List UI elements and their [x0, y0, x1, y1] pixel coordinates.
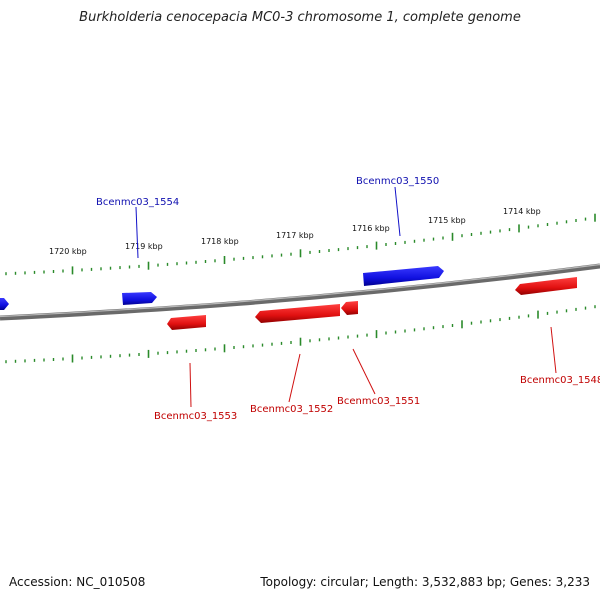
- kbp-tick-label: 1717 kbp: [276, 231, 314, 240]
- kbp-tick-label: 1719 kbp: [125, 242, 163, 251]
- leader-line-bcenmc03-1554: [135, 206, 139, 259]
- kbp-tick-label: 1715 kbp: [428, 216, 466, 225]
- gene-label-bcenmc03-1550[interactable]: Bcenmc03_1550: [356, 176, 439, 187]
- leader-line-bcenmc03-1550: [394, 186, 401, 237]
- forward-gene-bcenmc03-1550[interactable]: [363, 266, 444, 286]
- leader-line-bcenmc03-1553: [189, 362, 192, 408]
- topology-summary: Topology: circular; Length: 3,532,883 bp…: [260, 575, 590, 589]
- reverse-gene-bcenmc03-1548[interactable]: [515, 277, 577, 295]
- kbp-tick-label: 1714 kbp: [503, 207, 541, 216]
- gene-label-bcenmc03-1552[interactable]: Bcenmc03_1552: [250, 404, 333, 415]
- reverse-gene-bcenmc03-1553[interactable]: [167, 315, 206, 330]
- leader-line-bcenmc03-1551: [352, 348, 376, 395]
- gene-label-bcenmc03-1551[interactable]: Bcenmc03_1551: [337, 396, 420, 407]
- kbp-tick-label: 1718 kbp: [201, 237, 239, 246]
- inner-tick-marks: [5, 305, 596, 364]
- leader-line-bcenmc03-1548: [550, 326, 557, 374]
- leader-line-bcenmc03-1552: [288, 353, 301, 403]
- gene-label-bcenmc03-1553[interactable]: Bcenmc03_1553: [154, 411, 237, 422]
- kbp-tick-label: 1716 kbp: [352, 224, 390, 233]
- kbp-tick-label: 1720 kbp: [49, 247, 87, 256]
- map-title: Burkholderia cenocepacia MC0-3 chromosom…: [79, 10, 521, 25]
- outer-tick-marks: [5, 213, 596, 276]
- forward-gene-bcenmc03-1554[interactable]: [122, 292, 157, 305]
- gene-label-bcenmc03-1548[interactable]: Bcenmc03_1548: [520, 375, 600, 386]
- accession-text: Accession: NC_010508: [9, 575, 146, 589]
- forward-gene-partial[interactable]: [0, 298, 9, 310]
- reverse-gene-bcenmc03-1551[interactable]: [341, 301, 358, 315]
- gene-label-bcenmc03-1554[interactable]: Bcenmc03_1554: [96, 197, 179, 208]
- reverse-gene-bcenmc03-1552[interactable]: [255, 304, 340, 323]
- chromosome-backbone-highlight: [0, 263, 600, 318]
- chromosome-backbone: [0, 263, 600, 321]
